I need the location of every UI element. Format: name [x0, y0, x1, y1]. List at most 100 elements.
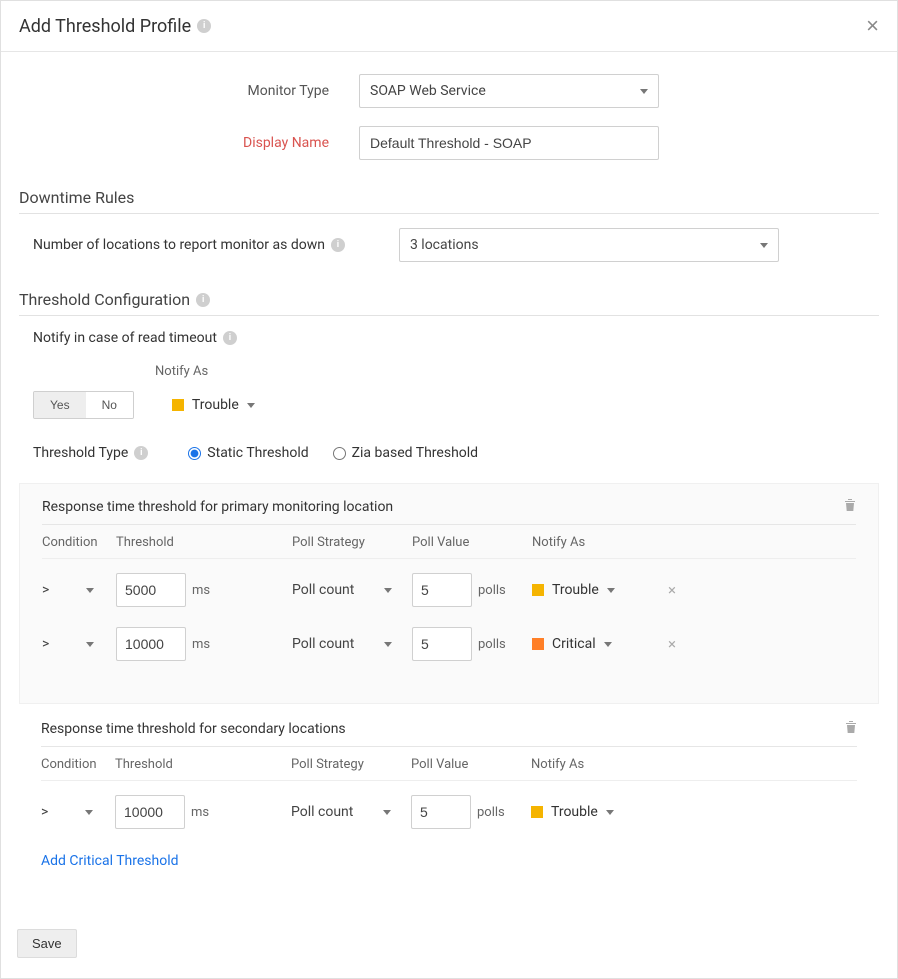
read-timeout-notify-select[interactable]: Trouble	[172, 397, 255, 413]
read-timeout-row: Notify in case of read timeout i	[33, 330, 879, 346]
threshold-config-title: Threshold Configuration i	[19, 290, 879, 316]
poll-strategy-value: Poll count	[292, 636, 354, 652]
block-head: Response time threshold for secondary lo…	[41, 720, 857, 747]
chevron-down-icon	[606, 810, 614, 815]
unit-ms: ms	[192, 583, 210, 598]
chevron-down-icon	[607, 588, 615, 593]
status-text: Trouble	[192, 397, 239, 413]
add-critical-threshold-link[interactable]: Add Critical Threshold	[41, 853, 179, 869]
chevron-down-icon	[85, 810, 93, 815]
secondary-block-title: Response time threshold for secondary lo…	[41, 721, 346, 737]
info-icon[interactable]: i	[196, 293, 210, 307]
condition-select[interactable]: >	[42, 582, 98, 598]
chevron-down-icon	[86, 642, 94, 647]
poll-value-input[interactable]	[412, 573, 472, 607]
chevron-down-icon	[760, 243, 768, 248]
notify-as-header: Notify As	[155, 364, 879, 379]
notify-as-select[interactable]: Critical	[532, 636, 652, 652]
modal-title-text: Add Threshold Profile	[19, 16, 191, 37]
threshold-config-title-text: Threshold Configuration	[19, 290, 190, 309]
poll-value-cell: polls	[412, 573, 532, 607]
info-icon[interactable]: i	[134, 446, 148, 460]
downtime-rules-title: Downtime Rules	[19, 188, 879, 214]
monitor-type-label: Monitor Type	[19, 83, 359, 99]
chevron-down-icon	[86, 588, 94, 593]
downtime-locations-select[interactable]: 3 locations	[399, 228, 779, 262]
status-swatch	[172, 399, 184, 411]
threshold-input[interactable]	[115, 795, 185, 829]
monitor-type-value: SOAP Web Service	[370, 83, 486, 99]
notify-as-select[interactable]: Trouble	[532, 582, 652, 598]
close-button[interactable]: ×	[866, 15, 879, 37]
unit-polls: polls	[478, 583, 506, 598]
col-condition: Condition	[41, 757, 115, 772]
poll-strategy-value: Poll count	[291, 804, 353, 820]
remove-row-button[interactable]: ×	[652, 581, 692, 599]
downtime-locations-row: Number of locations to report monitor as…	[33, 228, 865, 262]
primary-threshold-block: Response time threshold for primary moni…	[19, 483, 879, 704]
info-icon[interactable]: i	[331, 238, 345, 252]
col-notify-as: Notify As	[531, 757, 651, 772]
display-name-row: Display Name	[19, 126, 879, 160]
col-condition: Condition	[42, 535, 116, 550]
condition-select[interactable]: >	[41, 804, 97, 820]
status-text: Trouble	[551, 804, 598, 820]
poll-value-cell: polls	[412, 627, 532, 661]
poll-strategy-select[interactable]: Poll count	[292, 582, 392, 598]
notify-as-select[interactable]: Trouble	[531, 804, 651, 820]
read-timeout-label: Notify in case of read timeout i	[33, 330, 879, 346]
info-icon[interactable]: i	[223, 331, 237, 345]
col-poll-value: Poll Value	[411, 757, 531, 772]
rule-row: > ms Poll count polls Trouble	[41, 795, 857, 829]
radio-static-threshold[interactable]: Static Threshold	[188, 445, 308, 461]
column-headers: Condition Threshold Poll Strategy Poll V…	[41, 757, 857, 781]
radio-zia-threshold[interactable]: Zia based Threshold	[333, 445, 478, 461]
condition-select[interactable]: >	[42, 636, 98, 652]
toggle-no[interactable]: No	[86, 392, 133, 418]
display-name-input[interactable]	[359, 126, 659, 160]
chevron-down-icon	[384, 588, 392, 593]
status-text: Trouble	[552, 582, 599, 598]
modal-footer: Save	[1, 913, 897, 978]
monitor-type-row: Monitor Type SOAP Web Service	[19, 74, 879, 108]
poll-value-input[interactable]	[412, 627, 472, 661]
col-poll-strategy: Poll Strategy	[292, 535, 412, 550]
condition-value: >	[42, 636, 49, 652]
threshold-type-label: Threshold Type i	[33, 445, 148, 461]
info-icon[interactable]: i	[197, 19, 211, 33]
status-swatch	[532, 584, 544, 596]
yes-no-toggle: Yes No	[33, 391, 134, 419]
rule-row: > ms Poll count polls Trouble	[42, 573, 856, 607]
unit-polls: polls	[477, 805, 505, 820]
unit-ms: ms	[192, 637, 210, 652]
trash-icon[interactable]	[845, 720, 857, 738]
block-head: Response time threshold for primary moni…	[42, 498, 856, 525]
downtime-locations-label: Number of locations to report monitor as…	[33, 237, 345, 253]
col-poll-value: Poll Value	[412, 535, 532, 550]
threshold-input[interactable]	[116, 627, 186, 661]
col-poll-strategy: Poll Strategy	[291, 757, 411, 772]
radio-zia-label: Zia based Threshold	[352, 445, 478, 461]
save-button[interactable]: Save	[17, 929, 77, 958]
monitor-type-select[interactable]: SOAP Web Service	[359, 74, 659, 108]
chevron-down-icon	[384, 642, 392, 647]
poll-strategy-select[interactable]: Poll count	[291, 804, 391, 820]
poll-value-input[interactable]	[411, 795, 471, 829]
unit-ms: ms	[191, 805, 209, 820]
unit-polls: polls	[478, 637, 506, 652]
modal-body: Monitor Type SOAP Web Service Display Na…	[1, 52, 897, 913]
status-swatch	[531, 806, 543, 818]
threshold-input[interactable]	[116, 573, 186, 607]
radio-zia-input[interactable]	[333, 447, 346, 460]
col-notify-as: Notify As	[532, 535, 652, 550]
remove-row-button[interactable]: ×	[652, 635, 692, 653]
threshold-cell: ms	[116, 627, 292, 661]
toggle-yes[interactable]: Yes	[34, 392, 86, 418]
read-timeout-label-text: Notify in case of read timeout	[33, 330, 217, 346]
trash-icon[interactable]	[844, 498, 856, 516]
poll-strategy-value: Poll count	[292, 582, 354, 598]
radio-static-input[interactable]	[188, 447, 201, 460]
secondary-threshold-block: Response time threshold for secondary lo…	[19, 708, 879, 891]
rule-row: > ms Poll count polls Critical	[42, 627, 856, 661]
poll-strategy-select[interactable]: Poll count	[292, 636, 392, 652]
